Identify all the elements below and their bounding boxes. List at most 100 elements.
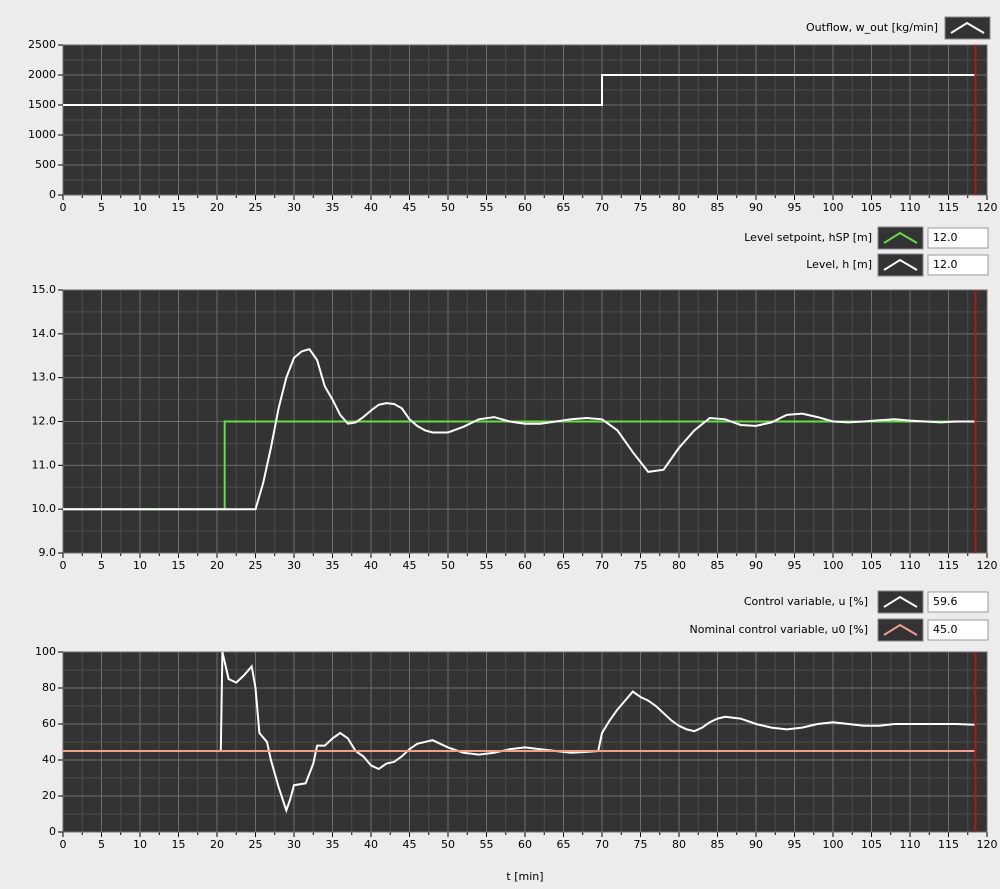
- legend-label: Outflow, w_out [kg/min]: [806, 21, 938, 34]
- x-tick-label: 30: [287, 559, 301, 572]
- x-tick-label: 60: [518, 201, 532, 214]
- x-tick-label: 45: [403, 201, 417, 214]
- legend-swatch-line: [883, 595, 918, 608]
- legend-swatch-line: [883, 258, 918, 271]
- legend-swatch: [877, 253, 924, 277]
- y-tick-label: 15.0: [32, 283, 57, 296]
- x-tick-label: 90: [749, 201, 763, 214]
- y-tick-label: 80: [42, 681, 56, 694]
- readout-value: 59.6: [933, 595, 958, 608]
- x-tick-label: 100: [823, 559, 844, 572]
- x-tick-label: 55: [480, 838, 494, 851]
- legend-swatch-line: [883, 623, 918, 636]
- y-tick-label: 0: [49, 825, 56, 838]
- x-tick-label: 120: [977, 201, 998, 214]
- readout-value: 12.0: [933, 258, 958, 271]
- y-tick-label: 40: [42, 753, 56, 766]
- legend-swatch-line: [950, 21, 985, 34]
- x-tick-label: 25: [249, 838, 263, 851]
- x-tick-label: 115: [938, 559, 959, 572]
- x-tick-label: 85: [711, 559, 725, 572]
- x-tick-label: 35: [326, 838, 340, 851]
- legend-swatch: [877, 226, 924, 250]
- x-tick-label: 10: [133, 201, 147, 214]
- x-tick-label: 115: [938, 838, 959, 851]
- x-tick-label: 25: [249, 201, 263, 214]
- y-tick-label: 10.0: [32, 502, 57, 515]
- x-tick-label: 75: [634, 559, 648, 572]
- series-line: [63, 651, 976, 814]
- x-tick-label: 5: [98, 838, 105, 851]
- legend-swatch: [944, 16, 991, 40]
- y-tick-label: 11.0: [32, 458, 57, 471]
- legend-swatch: [877, 590, 924, 614]
- x-tick-label: 55: [480, 201, 494, 214]
- x-tick-label: 90: [749, 838, 763, 851]
- x-tick-label: 35: [326, 201, 340, 214]
- x-tick-label: 40: [364, 838, 378, 851]
- legend-swatch: [877, 618, 924, 642]
- legend-label: Control variable, u [%]: [744, 595, 868, 608]
- x-tick-label: 15: [172, 559, 186, 572]
- legend-label: Level, h [m]: [806, 258, 872, 271]
- x-tick-label: 20: [210, 201, 224, 214]
- x-tick-label: 85: [711, 201, 725, 214]
- y-tick-label: 500: [35, 158, 56, 171]
- x-tick-label: 40: [364, 559, 378, 572]
- x-tick-label: 80: [672, 838, 686, 851]
- x-tick-label: 0: [60, 838, 67, 851]
- x-tick-label: 85: [711, 838, 725, 851]
- y-tick-label: 100: [35, 645, 56, 658]
- x-tick-label: 20: [210, 559, 224, 572]
- x-tick-label: 70: [595, 201, 609, 214]
- x-tick-label: 10: [133, 559, 147, 572]
- x-tick-label: 40: [364, 201, 378, 214]
- y-tick-label: 20: [42, 789, 56, 802]
- x-axis-label: t [min]: [506, 870, 543, 883]
- x-tick-label: 50: [441, 559, 455, 572]
- x-tick-label: 80: [672, 201, 686, 214]
- x-tick-label: 110: [900, 559, 921, 572]
- x-tick-label: 5: [98, 201, 105, 214]
- x-tick-label: 120: [977, 559, 998, 572]
- x-tick-label: 105: [861, 201, 882, 214]
- readout-box: [927, 619, 989, 641]
- series-line: [63, 74, 976, 106]
- readout-box: [927, 227, 989, 249]
- y-tick-label: 1500: [28, 98, 56, 111]
- readout-box: [927, 254, 989, 276]
- legend-label: Level setpoint, hSP [m]: [744, 231, 872, 244]
- x-tick-label: 65: [557, 559, 571, 572]
- y-tick-label: 13.0: [32, 371, 57, 384]
- x-tick-label: 30: [287, 838, 301, 851]
- legend-swatch-line: [883, 231, 918, 244]
- x-tick-label: 15: [172, 201, 186, 214]
- x-tick-label: 95: [788, 201, 802, 214]
- x-tick-label: 15: [172, 838, 186, 851]
- y-tick-label: 1000: [28, 128, 56, 141]
- x-tick-label: 100: [823, 838, 844, 851]
- readout-value: 12.0: [933, 231, 958, 244]
- series-line: [63, 348, 976, 511]
- y-tick-label: 2000: [28, 68, 56, 81]
- x-tick-label: 5: [98, 559, 105, 572]
- x-tick-label: 70: [595, 838, 609, 851]
- y-tick-label: 12.0: [32, 415, 57, 428]
- x-tick-label: 80: [672, 559, 686, 572]
- x-tick-label: 100: [823, 201, 844, 214]
- y-tick-label: 2500: [28, 38, 56, 51]
- x-tick-label: 20: [210, 838, 224, 851]
- x-tick-label: 50: [441, 201, 455, 214]
- x-tick-label: 65: [557, 838, 571, 851]
- x-tick-label: 110: [900, 838, 921, 851]
- y-tick-label: 60: [42, 717, 56, 730]
- x-tick-label: 25: [249, 559, 263, 572]
- x-tick-label: 55: [480, 559, 494, 572]
- x-tick-label: 60: [518, 838, 532, 851]
- x-tick-label: 70: [595, 559, 609, 572]
- x-tick-label: 0: [60, 559, 67, 572]
- x-tick-label: 105: [861, 838, 882, 851]
- x-tick-label: 10: [133, 838, 147, 851]
- x-tick-label: 75: [634, 201, 648, 214]
